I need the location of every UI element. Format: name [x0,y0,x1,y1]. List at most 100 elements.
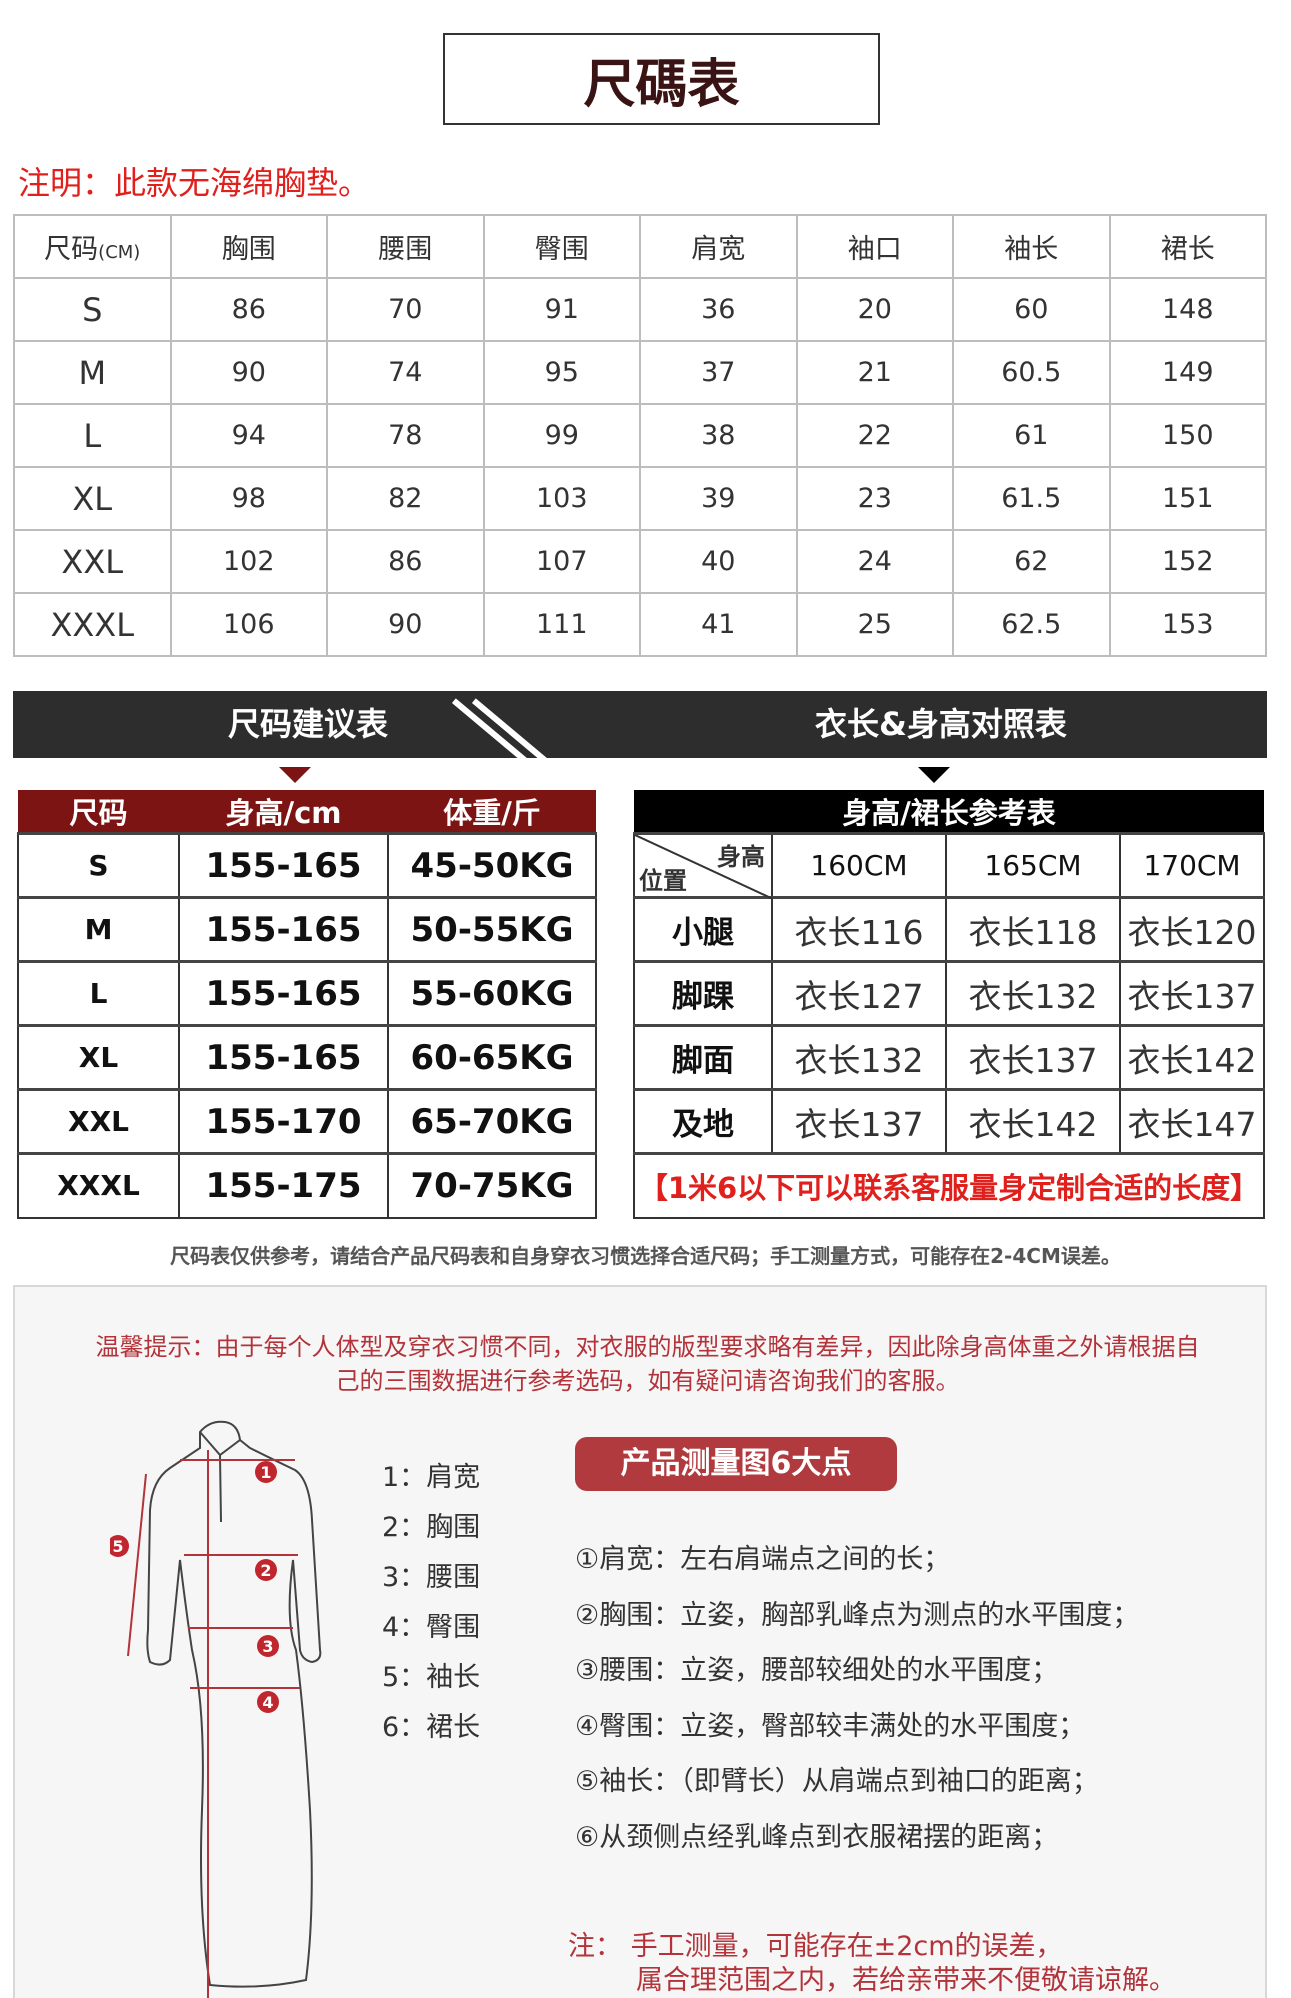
table-cell: 74 [326,340,485,405]
measure-item: ②胸围：立姿，胸部乳峰点为测点的水平围度； [575,1599,1140,1631]
table-cell: 20 [795,277,954,342]
tip-line: 温馨提示：由于每个人体型及穿衣习惯不同，对衣服的版型要求略有差异，因此除身高体重… [95,1333,1200,1361]
table-cell: 23 [795,466,954,531]
table-cell: 65-70KG [387,1088,597,1155]
table-cell: 衣长118 [945,896,1121,963]
table-row: M 90 74 95 37 21 60.5 149 [13,340,1267,405]
table-cell: 70-75KG [387,1152,597,1219]
svg-text:2: 2 [260,1561,271,1580]
table-cell: 155-170 [178,1088,389,1155]
note-text: 注明：此款无海绵胸垫。 [18,164,371,202]
table-cell: 36 [639,277,798,342]
header-size: 尺码 [44,234,99,265]
table-row: XXXL 155-175 70-75KG [17,1152,597,1219]
measure-item: ①肩宽：左右肩端点之间的长； [575,1544,951,1575]
table-row: 身高 位置 160CM 165CM 170CM [633,832,1266,899]
header-cell: 腰围 [326,214,485,279]
table-row: 小腿 衣长116 衣长118 衣长120 [633,896,1266,963]
table-cell: 151 [1108,466,1267,531]
table-cell: 40 [639,529,798,594]
table-cell: 24 [795,529,954,594]
header-cell: 臀围 [482,214,641,279]
tip-text: 温馨提示：由于每个人体型及穿衣习惯不同，对衣服的版型要求略有差异，因此除身高体重… [30,1330,1265,1398]
header-cell: 肩宽 [639,214,798,279]
table-cell: 148 [1108,277,1267,342]
row-label: L [13,403,172,468]
corner-bottom-label: 位置 [639,867,687,895]
svg-text:4: 4 [262,1693,273,1712]
measure-label: 6：裙长 [382,1712,481,1743]
row-label: XL [13,466,172,531]
table-row: XXL 102 86 107 40 24 62 152 [13,529,1267,594]
table-cell: 70 [326,277,485,342]
table-cell: 39 [639,466,798,531]
header-cell: 裙长 [1108,214,1267,279]
svg-text:5: 5 [112,1537,123,1556]
measure-item: ③腰围：立姿，腰部较细处的水平围度； [575,1655,1059,1686]
banner-left-title: 尺码建议表 [228,705,389,743]
header-cell: 尺码 [18,790,179,834]
table-cell: 62 [952,529,1111,594]
table-cell: 103 [482,466,641,531]
table-cell: 86 [169,277,328,342]
table-cell: 90 [169,340,328,405]
row-label: XXL [13,529,172,594]
table-row: XL 98 82 103 39 23 61.5 151 [13,466,1267,531]
table-header-row: 尺码(CM) 胸围 腰围 臀围 肩宽 袖口 袖长 裙长 [13,214,1267,279]
header-cell: 尺码(CM) [13,214,172,279]
measure-label: 4：臀围 [382,1612,481,1643]
table-cell: 98 [169,466,328,531]
table-cell: 91 [482,277,641,342]
table-cell: 衣长142 [1118,1024,1266,1091]
table-row: XL 155-165 60-65KG [17,1024,597,1091]
marker-3-icon: 3 [257,1635,279,1657]
table-row: L 94 78 99 38 22 61 150 [13,403,1267,468]
measure-item: ④臀围：立姿，臀部较丰满处的水平围度； [575,1710,1086,1742]
table-cell: 21 [795,340,954,405]
table-cell: 25 [795,592,954,657]
page-title: 尺碼表 [443,33,880,125]
size-table: 尺码(CM) 胸围 腰围 臀围 肩宽 袖口 袖长 裙长 S 86 70 91 36 20 6… [13,214,1267,657]
row-label: 及地 [633,1088,773,1155]
measure-label: 3：腰围 [382,1562,481,1593]
row-label: 小腿 [633,896,773,963]
table-cell: 155-175 [178,1152,389,1219]
dress-diagram: 1 2 3 4 5 [110,1420,322,1998]
row-label: M [17,896,180,963]
height-header: 160CM [771,832,947,899]
table-cell: 衣长116 [771,896,947,963]
height-header: 170CM [1118,832,1266,899]
table-row: M 155-165 50-55KG [17,896,597,963]
table-header-row: 尺码 身高/cm 体重/斤 [18,790,596,834]
marker-4-icon: 4 [257,1691,279,1713]
table-cell: 150 [1108,403,1267,468]
row-label: XL [17,1024,180,1091]
measure-label: 2：胸围 [382,1512,481,1543]
table-cell: 153 [1108,592,1267,657]
svg-text:1: 1 [260,1463,271,1482]
marker-2-icon: 2 [255,1559,277,1581]
bottom-note: 属合理范围之内，若给亲带来不便敬请谅解。 [636,1965,1176,1996]
marker-1-icon: 1 [255,1461,277,1483]
row-label: S [17,832,180,899]
table-cell: 95 [482,340,641,405]
header-cell: 袖长 [952,214,1111,279]
table-row: S 155-165 45-50KG [17,832,597,899]
table-cell: 155-165 [178,960,389,1027]
diagonal-line [635,835,773,899]
table-cell: 94 [169,403,328,468]
table-cell: 衣长137 [945,1024,1121,1091]
table-cell: 衣长142 [945,1088,1121,1155]
banner-right-title: 衣长&身高对照表 [815,705,1067,743]
row-label: L [17,960,180,1027]
row-label: S [13,277,172,342]
table-cell: 55-60KG [387,960,597,1027]
arrow-down-icon [279,767,311,783]
height-header: 165CM [945,832,1121,899]
table-cell: 60 [952,277,1111,342]
table-row: 【1米6以下可以联系客服量身定制合适的长度】 [632,1152,1266,1219]
table-cell: 86 [326,529,485,594]
table-cell: 102 [169,529,328,594]
table-cell: 78 [326,403,485,468]
row-label: XXL [17,1088,180,1155]
